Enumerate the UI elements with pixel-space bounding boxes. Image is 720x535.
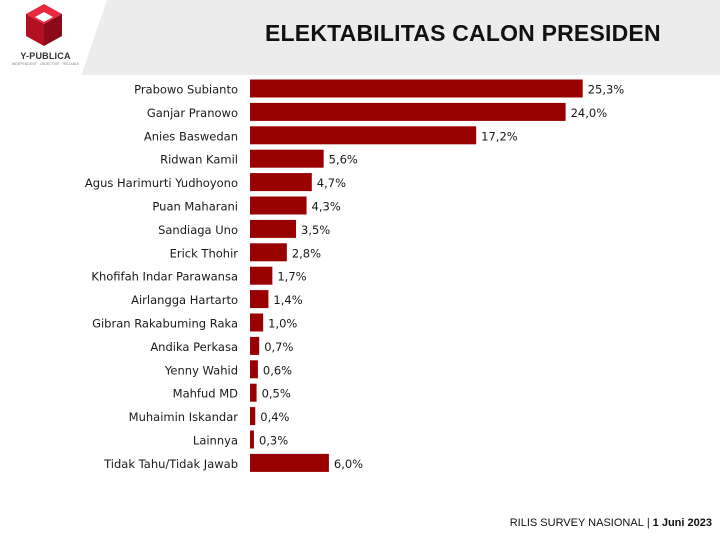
category-label-prabowo-subianto: Prabowo Subianto [134,83,238,97]
footer-date: 1 Juni 2023 [652,517,712,529]
category-label-yenny-wahid: Yenny Wahid [164,363,238,377]
category-label-andika-perkasa: Andika Perkasa [150,340,238,354]
bar-lainnya [250,430,254,449]
category-label-agus-harimurti-yudhoyono: Agus Harimurti Yudhoyono [85,176,238,190]
value-label-andika-perkasa: 0,7% [264,340,293,354]
value-label-erick-thohir: 2,8% [292,246,321,260]
bar-airlangga-hartarto [250,290,269,309]
category-label-sandiaga-uno: Sandiaga Uno [158,223,238,237]
bar-mahfud-md [250,383,257,402]
bar-erick-thohir [250,243,287,262]
value-label-gibran-rakabuming-raka: 1,0% [268,317,297,331]
value-label-prabowo-subianto: 25,3% [588,83,625,97]
bar-ridwan-kamil [250,149,324,168]
value-label-sandiaga-uno: 3,5% [301,223,330,237]
bar-khofifah-indar-parawansa [250,266,273,285]
value-label-tidak-tahu-tidak-jawab: 6,0% [334,457,363,471]
footer-release: RILIS SURVEY NASIONAL [509,517,644,529]
category-label-khofifah-indar-parawansa: Khofifah Indar Parawansa [91,270,238,284]
value-label-muhaimin-iskandar: 0,4% [260,410,289,424]
category-label-airlangga-hartarto: Airlangga Hartarto [131,293,238,307]
value-label-puan-maharani: 4,3% [312,200,341,214]
category-label-anies-baswedan: Anies Baswedan [144,129,238,143]
bar-tidak-tahu-tidak-jawab [250,453,329,472]
bar-ganjar-pranowo [250,102,566,121]
bar-puan-maharani [250,196,307,215]
value-label-anies-baswedan: 17,2% [481,129,518,143]
bar-muhaimin-iskandar [250,407,256,426]
bar-agus-harimurti-yudhoyono [250,173,312,192]
bar-prabowo-subianto [250,79,583,98]
category-label-gibran-rakabuming-raka: Gibran Rakabuming Raka [92,317,238,331]
value-label-agus-harimurti-yudhoyono: 4,7% [317,176,346,190]
bar-sandiaga-uno [250,219,297,238]
value-label-ridwan-kamil: 5,6% [329,153,358,167]
value-label-ganjar-pranowo: 24,0% [571,106,608,120]
category-label-tidak-tahu-tidak-jawab: Tidak Tahu/Tidak Jawab [103,457,238,471]
y-publica-logo-icon [26,4,62,46]
value-label-lainnya: 0,3% [259,434,288,448]
category-label-lainnya: Lainnya [193,434,238,448]
value-label-yenny-wahid: 0,6% [263,363,292,377]
category-label-erick-thohir: Erick Thohir [170,246,239,260]
category-label-ridwan-kamil: Ridwan Kamil [160,153,238,167]
value-label-airlangga-hartarto: 1,4% [273,293,302,307]
logo-panel: Y-PUBLICA INDEPENDENT · OBJECTIVE · RELI… [0,0,107,75]
bar-gibran-rakabuming-raka [250,313,264,332]
value-label-mahfud-md: 0,5% [262,387,291,401]
bar-anies-baswedan [250,126,477,145]
category-label-muhaimin-iskandar: Muhaimin Iskandar [129,410,239,424]
logo-tagline: INDEPENDENT · OBJECTIVE · RELIABLE [11,62,80,66]
footer-caption: RILIS SURVEY NASIONAL | 1 Juni 2023 [510,517,712,529]
bar-yenny-wahid [250,360,258,379]
category-label-mahfud-md: Mahfud MD [173,387,238,401]
bar-andika-perkasa [250,336,260,355]
footer-separator: | [646,517,650,529]
category-label-ganjar-pranowo: Ganjar Pranowo [147,106,238,120]
value-label-khofifah-indar-parawansa: 1,7% [277,270,306,284]
category-label-puan-maharani: Puan Maharani [152,200,238,214]
header-band: Y-PUBLICA INDEPENDENT · OBJECTIVE · RELI… [0,0,720,75]
logo-name: Y-PUBLICA [20,51,71,61]
chart-title: ELEKTABILITAS CALON PRESIDEN [265,20,661,46]
